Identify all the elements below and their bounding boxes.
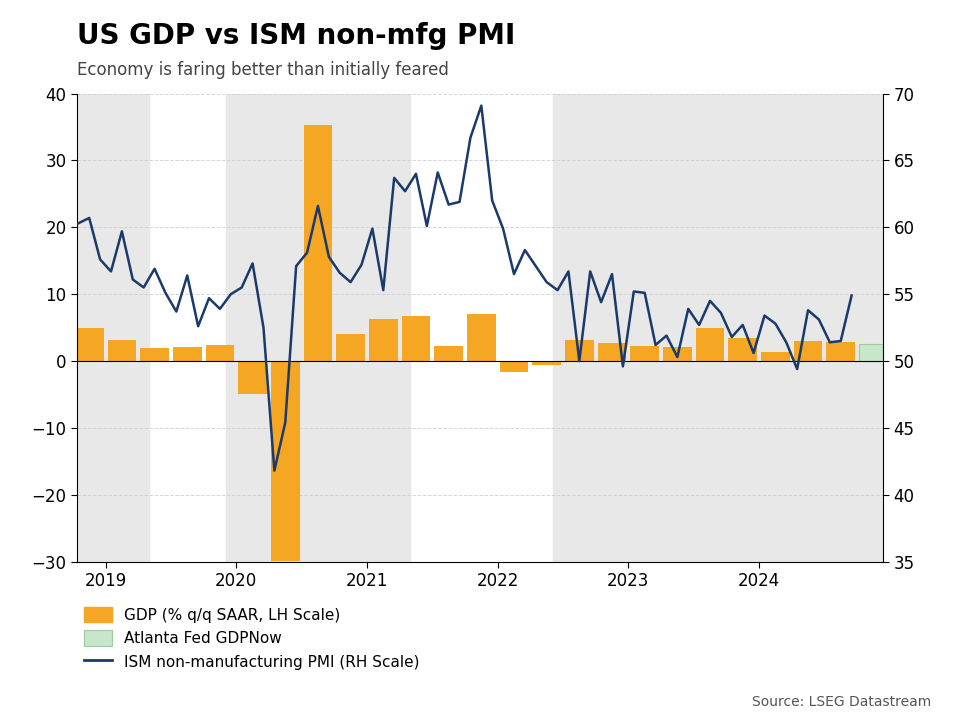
Bar	[598, 343, 626, 361]
Bar	[467, 314, 495, 361]
Bar	[140, 348, 169, 361]
Bar	[401, 316, 430, 361]
Bar	[205, 345, 234, 361]
Bar	[173, 347, 202, 361]
Bar	[336, 334, 365, 361]
Bar	[499, 361, 528, 372]
Bar	[303, 125, 332, 361]
Bar	[663, 347, 692, 361]
Bar	[564, 340, 593, 361]
Bar	[108, 341, 136, 361]
Bar	[369, 319, 397, 361]
Bar	[631, 346, 660, 361]
Bar	[794, 341, 823, 361]
Legend: GDP (% q/q SAAR, LH Scale), Atlanta Fed GDPNow, ISM non-manufacturing PMI (RH Sc: GDP (% q/q SAAR, LH Scale), Atlanta Fed …	[84, 607, 420, 670]
Bar	[77, 94, 149, 562]
Text: Economy is faring better than initially feared: Economy is faring better than initially …	[77, 61, 448, 79]
Bar	[696, 328, 725, 361]
Bar	[553, 94, 883, 562]
Bar	[729, 338, 757, 361]
Bar	[271, 361, 300, 561]
Bar	[75, 328, 104, 361]
Bar	[827, 342, 855, 361]
Bar	[859, 344, 888, 361]
Bar	[761, 351, 790, 361]
Text: Source: LSEG Datastream: Source: LSEG Datastream	[752, 696, 931, 709]
Bar	[226, 94, 410, 562]
Bar	[238, 361, 267, 395]
Text: US GDP vs ISM non-mfg PMI: US GDP vs ISM non-mfg PMI	[77, 22, 516, 50]
Bar	[532, 361, 561, 365]
Bar	[434, 346, 463, 361]
